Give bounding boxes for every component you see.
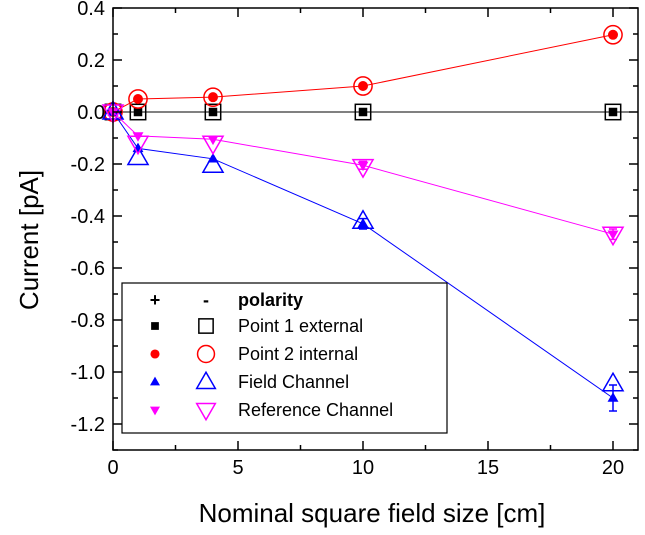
legend-marker-plus — [151, 322, 159, 330]
data-point-plus — [607, 230, 619, 241]
series-1 — [103, 24, 623, 122]
x-tick-label: 15 — [477, 457, 499, 479]
legend-marker-minus — [196, 344, 216, 364]
data-point-plus — [207, 135, 219, 146]
data-point-plus — [208, 107, 218, 117]
legend-marker-minus — [195, 370, 217, 390]
data-point-plus — [608, 29, 618, 40]
data-point-minus — [351, 158, 375, 179]
y-tick-label: -0.2 — [71, 154, 105, 176]
y-axis-title: Current [pA] — [14, 170, 44, 310]
data-point-plus — [357, 161, 369, 172]
y-tick-label: 0.2 — [77, 50, 105, 72]
y-tick-label: 0.4 — [77, 0, 105, 20]
legend-marker-minus — [198, 318, 214, 334]
legend-header-label: polarity — [238, 290, 303, 310]
data-point-plus — [358, 81, 368, 91]
data-point-plus — [132, 132, 144, 142]
data-point-minus — [129, 103, 147, 121]
legend-header-minus: - — [203, 290, 209, 310]
data-point-minus — [601, 371, 625, 392]
legend-marker-minus — [195, 402, 217, 422]
x-tick-label: 0 — [107, 457, 118, 479]
y-tick-label: 0.0 — [77, 102, 105, 124]
data-point-plus — [133, 94, 143, 104]
data-point-minus — [353, 76, 373, 96]
legend-label: Point 2 internal — [238, 344, 358, 364]
legend: + - polarity Point 1 external Point 2 intern… — [121, 282, 448, 434]
data-point-plus — [608, 107, 618, 117]
y-tick-label: -0.8 — [71, 310, 105, 332]
y-tick-label: -1.2 — [71, 414, 105, 436]
legend-label: Field Channel — [238, 372, 349, 392]
data-point-minus — [204, 103, 222, 121]
data-point-minus — [603, 24, 623, 45]
legend-label: Reference Channel — [238, 400, 393, 420]
data-point-minus — [351, 209, 375, 229]
data-point-plus — [133, 107, 143, 117]
data-point-minus — [126, 145, 150, 166]
data-point-plus — [358, 107, 368, 117]
y-tick-label: -0.6 — [71, 258, 105, 280]
x-tick-label: 10 — [352, 457, 374, 479]
legend-box — [121, 282, 448, 434]
data-point-minus — [601, 226, 625, 247]
series-line — [112, 111, 614, 235]
series-line — [112, 34, 614, 113]
data-point-plus — [607, 392, 619, 402]
series-layer — [101, 24, 625, 412]
data-point-plus — [208, 92, 218, 103]
legend-marker-plus — [149, 376, 161, 386]
y-tick-label: -1.0 — [71, 362, 105, 384]
x-tick-label: 5 — [232, 457, 243, 479]
legend-marker-plus — [149, 406, 161, 416]
series-0 — [104, 103, 622, 121]
y-tick-label: -0.4 — [71, 206, 105, 228]
data-point-plus — [357, 217, 369, 228]
series-3 — [101, 104, 625, 247]
x-tick-label: 20 — [602, 457, 624, 479]
plot-frame — [112, 7, 639, 451]
data-point-plus — [207, 152, 219, 163]
legend-marker-plus — [150, 349, 160, 359]
data-point-minus — [203, 87, 223, 108]
data-point-minus — [354, 103, 372, 121]
x-axis-title: Nominal square field size [cm] — [199, 498, 546, 528]
axes-layer: 0 5 10 15 20 0.4 0.2 0.0 -0.2 -0.4 -0.6 -0.8 -1.0 -1.… — [71, 0, 639, 479]
data-point-minus — [604, 103, 622, 121]
legend-label: Point 1 external — [238, 316, 363, 336]
legend-header-plus: + — [150, 290, 161, 310]
data-point-minus — [128, 89, 148, 109]
data-point-minus — [201, 153, 225, 174]
